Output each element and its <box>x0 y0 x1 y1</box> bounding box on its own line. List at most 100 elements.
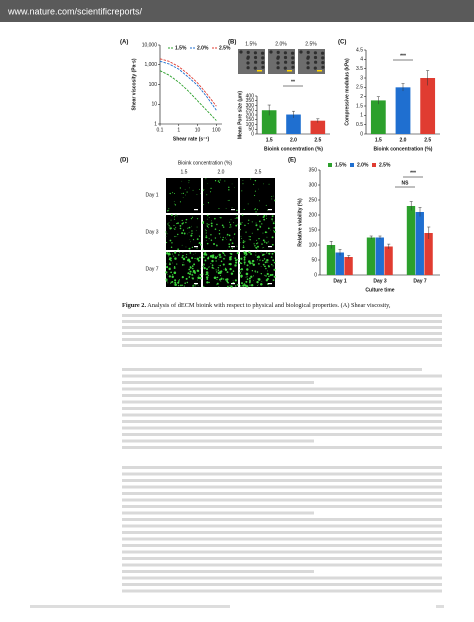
cell <box>235 214 237 216</box>
cell <box>266 261 268 263</box>
y-tick-label: 2.5 <box>356 85 363 91</box>
cell <box>188 247 191 250</box>
pore <box>276 66 280 70</box>
cell <box>173 224 175 227</box>
cell <box>192 284 195 287</box>
cell <box>254 208 257 210</box>
cell <box>166 263 168 265</box>
cell <box>191 265 194 267</box>
pore <box>253 51 257 55</box>
cell <box>255 252 257 254</box>
cell <box>268 286 270 287</box>
cell <box>211 266 214 269</box>
scale-bar <box>317 70 322 72</box>
cell <box>181 276 184 279</box>
cell <box>166 273 168 275</box>
cell <box>224 268 228 271</box>
cell <box>174 193 176 195</box>
cell <box>261 223 263 225</box>
cell <box>257 242 259 244</box>
cell <box>190 241 191 243</box>
annotation: *** <box>400 53 406 59</box>
sem-label: 2.5% <box>305 41 317 47</box>
scale-bar <box>268 283 272 285</box>
x-axis-title: Shear rate (s⁻¹) <box>173 136 210 142</box>
cell <box>254 208 256 210</box>
cell <box>192 272 194 274</box>
cell <box>225 239 227 240</box>
cell <box>216 223 218 226</box>
cell <box>245 231 247 233</box>
cell <box>170 219 172 221</box>
cell <box>206 225 208 227</box>
y-tick-label: 1,000 <box>144 62 157 68</box>
blurred-page-number <box>436 605 444 608</box>
cell <box>225 208 227 209</box>
cell <box>257 285 259 286</box>
legend-label: 1.5% <box>175 45 187 51</box>
cell <box>265 275 267 277</box>
legend-label: 2.0% <box>197 45 209 51</box>
cell <box>265 204 267 206</box>
cell <box>249 281 251 284</box>
fluor-image <box>166 178 201 213</box>
cell <box>214 256 218 259</box>
cell <box>167 210 169 212</box>
cell <box>192 269 196 273</box>
cell <box>165 278 168 281</box>
cell <box>189 266 192 268</box>
bar <box>370 100 386 134</box>
cell <box>185 194 186 196</box>
cell <box>177 215 178 217</box>
cell <box>248 219 250 221</box>
cell <box>174 204 177 206</box>
y-tick-label: 10,000 <box>142 42 158 48</box>
blurred-text <box>122 446 442 449</box>
cell <box>265 260 267 262</box>
y-tick-label: 150 <box>246 117 255 123</box>
cell <box>187 233 188 235</box>
cell <box>183 285 185 287</box>
cell <box>264 274 266 276</box>
cell <box>174 251 177 254</box>
cell <box>256 209 259 211</box>
cell <box>268 275 270 278</box>
cell <box>266 252 268 254</box>
cell <box>205 253 208 256</box>
cell <box>243 258 246 260</box>
cell <box>256 271 259 273</box>
cell <box>214 237 217 239</box>
bar <box>335 252 344 275</box>
bar <box>375 237 384 275</box>
cell <box>215 260 217 262</box>
blurred-text <box>122 344 442 347</box>
cell <box>273 261 276 264</box>
cell <box>215 269 217 271</box>
cell <box>228 234 231 237</box>
cell <box>237 223 238 225</box>
cell <box>169 192 171 195</box>
cell <box>220 217 222 219</box>
cell <box>250 178 252 180</box>
cell <box>234 186 235 188</box>
cell <box>266 272 269 276</box>
cell <box>230 272 234 275</box>
cell <box>179 225 182 227</box>
cell <box>168 263 171 266</box>
cell <box>222 226 225 228</box>
cell <box>267 209 269 211</box>
blurred-text <box>122 400 442 404</box>
cell <box>240 262 243 265</box>
cell <box>270 229 272 231</box>
cell <box>222 278 225 280</box>
cell <box>230 249 231 251</box>
y-tick-label: 10 <box>151 102 157 108</box>
cell <box>226 271 229 274</box>
cell <box>206 223 208 225</box>
pore <box>261 51 265 55</box>
cell <box>193 263 196 266</box>
cell <box>168 267 171 271</box>
blurred-text <box>122 479 442 482</box>
legend-label: 2.0% <box>357 162 369 168</box>
cell <box>205 230 207 232</box>
